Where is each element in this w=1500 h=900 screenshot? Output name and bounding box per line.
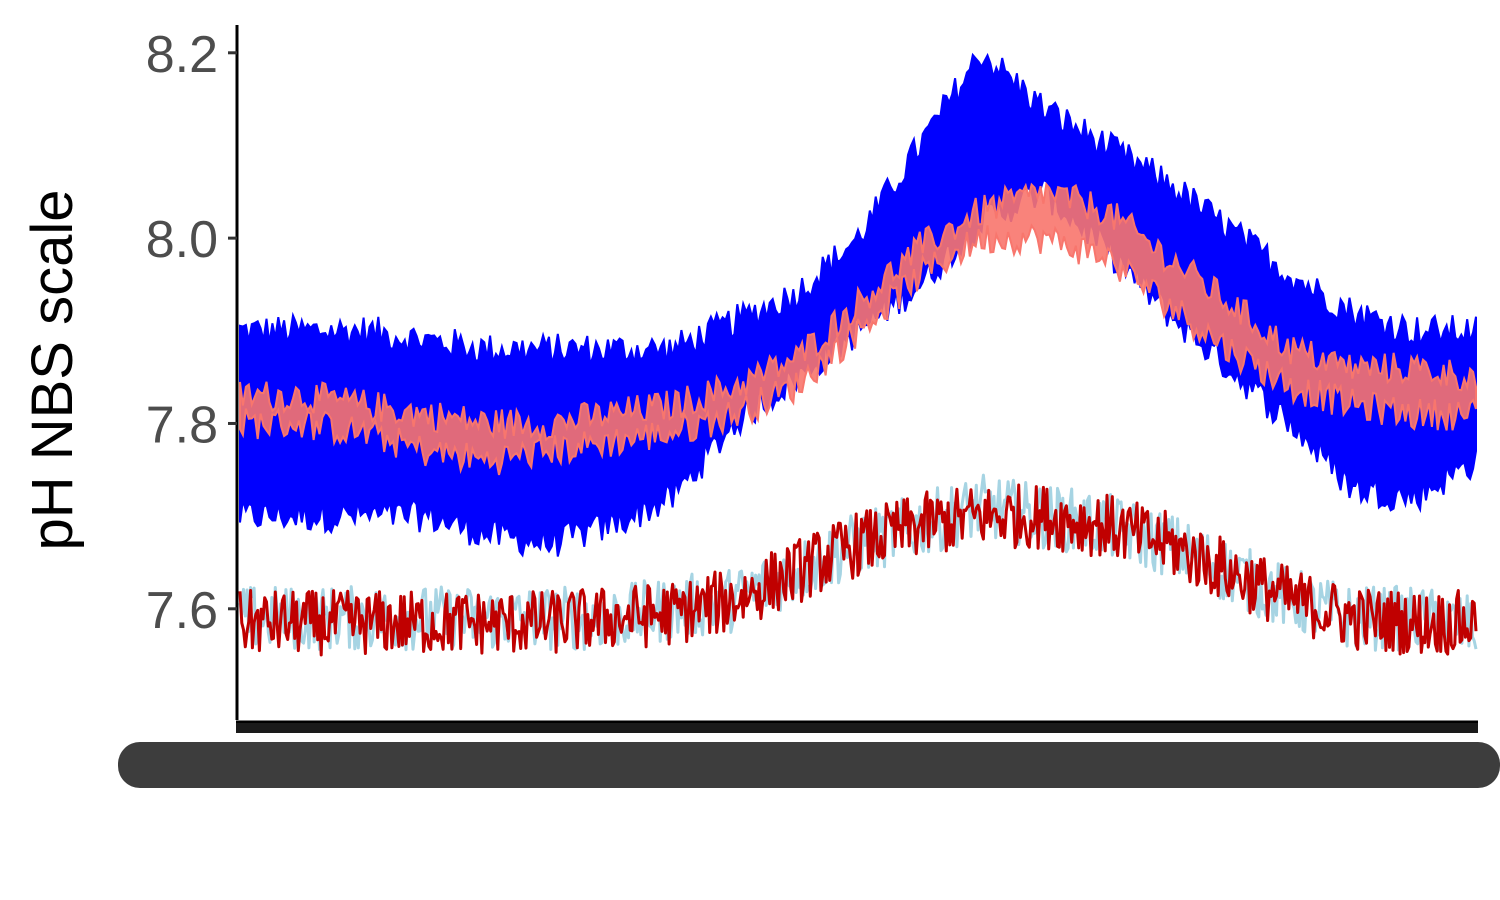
- plot-area: [238, 52, 1478, 657]
- x-tick-labels-dense: [118, 742, 1500, 788]
- y-tick-label: 8.0: [146, 211, 218, 269]
- x-tick-marks-dense: [236, 723, 1478, 733]
- series-3-line: [238, 483, 1478, 657]
- x-axis: [118, 720, 1500, 788]
- y-tick-label: 7.6: [146, 582, 218, 640]
- y-axis-title: pH NBS scale: [20, 189, 85, 550]
- y-axis: 7.6 7.8 8.0 8.2: [146, 25, 239, 720]
- y-tick-label: 7.8: [146, 396, 218, 454]
- series-1-band: [239, 181, 1477, 476]
- y-tick-label: 8.2: [146, 26, 218, 84]
